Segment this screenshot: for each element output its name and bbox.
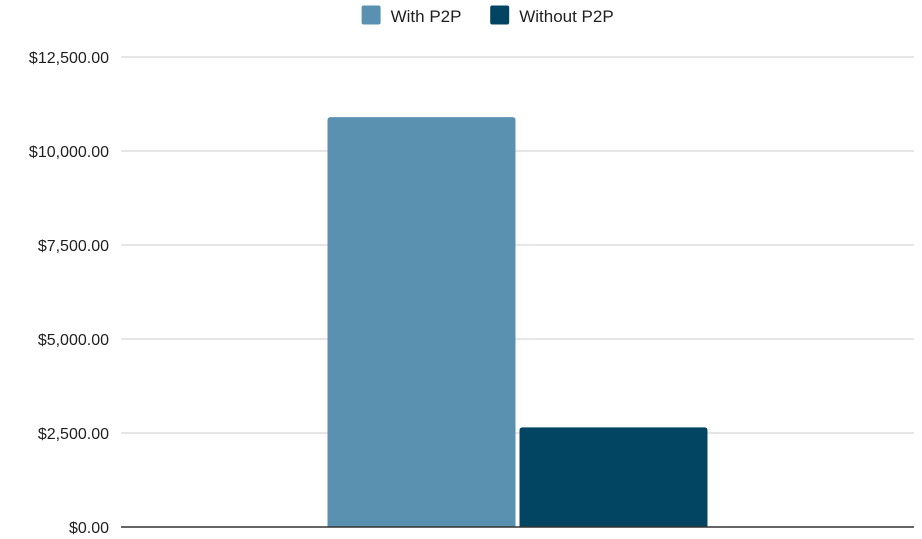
legend: With P2P Without P2P [361,5,614,26]
y-tick-label: $2,500.00 [38,426,109,443]
y-tick-label: $10,000.00 [29,144,109,161]
y-tick-label: $7,500.00 [38,238,109,255]
legend-label: Without P2P [519,7,614,26]
y-axis-tick-labels: $0.00 $2,500.00 $5,000.00 $7,500.00 $10,000.… [29,50,109,537]
legend-swatch-without-p2p [490,5,510,25]
bar-with-p2p [327,117,516,527]
y-tick-label: $5,000.00 [38,332,109,349]
legend-swatch-with-p2p [361,5,381,25]
y-tick-label: $12,500.00 [29,50,109,67]
y-tick-label: $0.00 [69,520,109,537]
bars [327,117,708,527]
legend-label: With P2P [391,7,462,26]
gridlines [121,56,914,434]
bar-without-p2p [519,427,708,527]
